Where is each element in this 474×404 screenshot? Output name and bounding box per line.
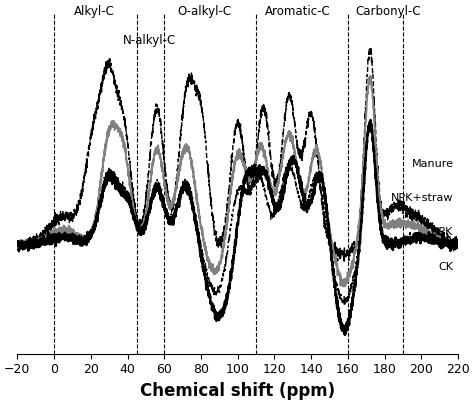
Text: Alkyl-C: Alkyl-C [74,4,115,18]
Text: N-alkyl-C: N-alkyl-C [123,34,176,46]
Text: Manure: Manure [411,159,454,169]
Text: NPK+straw: NPK+straw [391,194,454,203]
Text: CK: CK [438,261,454,271]
X-axis label: Chemical shift (ppm): Chemical shift (ppm) [140,382,335,400]
Text: Aromatic-C: Aromatic-C [265,4,331,18]
Text: NPK: NPK [431,227,454,238]
Text: Carbonyl-C: Carbonyl-C [356,4,421,18]
Text: O-alkyl-C: O-alkyl-C [178,4,232,18]
